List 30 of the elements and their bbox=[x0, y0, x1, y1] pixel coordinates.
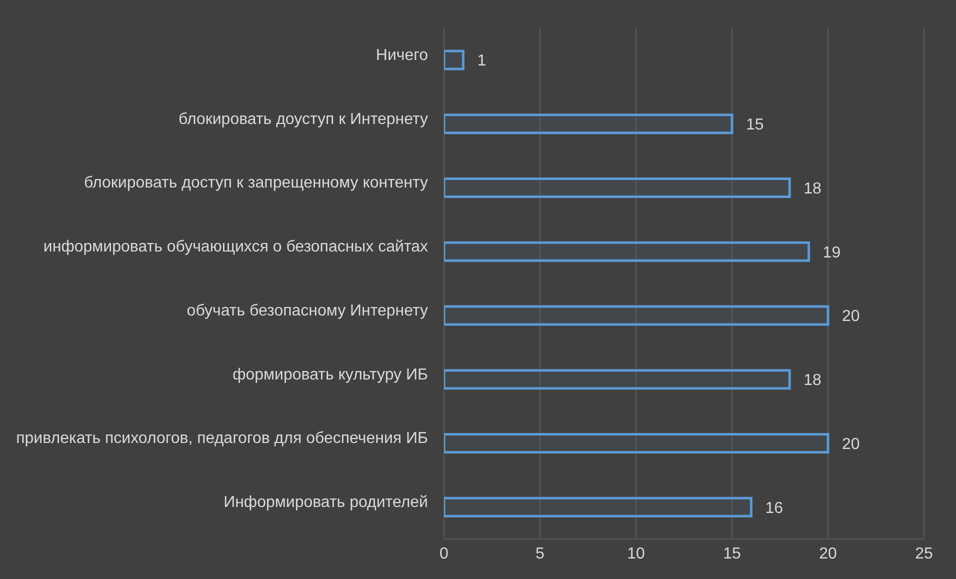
bar bbox=[444, 241, 810, 262]
x-tick-label: 10 bbox=[627, 545, 645, 562]
bar bbox=[444, 50, 464, 70]
bar bbox=[444, 496, 752, 518]
y-tick-label: формировать культуру ИБ bbox=[232, 366, 428, 384]
data-label: 20 bbox=[842, 308, 860, 326]
data-label: 19 bbox=[822, 244, 841, 262]
bar bbox=[444, 114, 734, 134]
y-tick-label: блокировать доуступ к Интернету bbox=[178, 110, 428, 128]
y-tick-label: Информировать родителей bbox=[224, 494, 428, 512]
data-label: 20 bbox=[842, 436, 860, 453]
y-tick-label: обучать безопасному Интернету bbox=[186, 302, 428, 320]
x-tick-label: 20 bbox=[819, 545, 837, 562]
y-tick-label: привлекать психологов, педагогов для обеспечения ИБ bbox=[16, 430, 428, 448]
x-tick-label: 25 bbox=[915, 545, 933, 562]
y-tick-label: Ничего bbox=[376, 46, 428, 64]
data-label: 1 bbox=[477, 52, 486, 70]
y-tick-label: блокировать доступ к запрещенному контенту bbox=[84, 174, 428, 192]
bar bbox=[444, 433, 830, 454]
bar bbox=[444, 305, 830, 326]
y-tick-label: информировать обучающихся о безопасных сайтах bbox=[43, 238, 428, 256]
bar bbox=[444, 369, 791, 390]
data-label: 18 bbox=[804, 180, 822, 198]
bar bbox=[444, 178, 791, 198]
data-label: 15 bbox=[746, 116, 764, 134]
data-label: 16 bbox=[765, 500, 784, 517]
x-tick-label: 0 bbox=[440, 545, 449, 562]
x-tick-label: 15 bbox=[723, 545, 741, 562]
data-label: 18 bbox=[804, 372, 822, 390]
x-tick-label: 5 bbox=[536, 545, 545, 562]
